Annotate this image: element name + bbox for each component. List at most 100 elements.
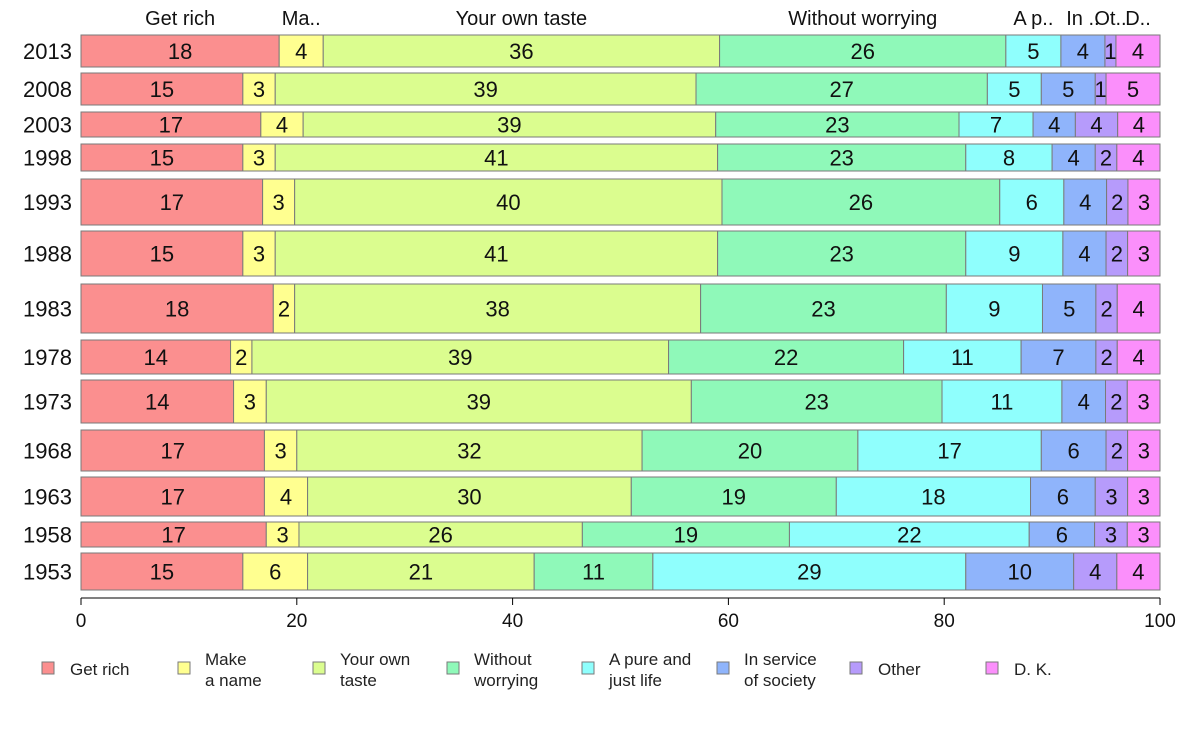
- segment-value-label: 4: [1133, 113, 1145, 138]
- bar-segment: [1041, 283, 1097, 334]
- segment-value-label: 17: [160, 190, 184, 215]
- legend-label: of society: [744, 671, 816, 690]
- bar-segment: [80, 34, 280, 68]
- segment-value-label: 4: [1089, 560, 1101, 585]
- bar-segment: [695, 72, 988, 106]
- segment-value-label: 11: [582, 560, 605, 585]
- bar-segment: [1094, 521, 1128, 548]
- segment-value-label: 5: [1063, 297, 1075, 322]
- bar-segment: [265, 521, 300, 548]
- legend-label: just life: [608, 671, 662, 690]
- bar-segment: [1117, 111, 1161, 138]
- series-top-label: In ..: [1066, 8, 1099, 30]
- bar-segment: [274, 72, 697, 106]
- x-tick-label: 60: [718, 611, 739, 632]
- segment-value-label: 3: [1138, 190, 1150, 215]
- segment-value-label: 39: [497, 113, 521, 138]
- segment-value-label: 5: [1008, 77, 1020, 102]
- legend-swatch: [446, 661, 460, 675]
- segment-value-label: 3: [253, 242, 265, 267]
- bar-segment: [1060, 34, 1106, 68]
- x-tick-label: 100: [1144, 611, 1176, 632]
- bar-segment: [1127, 178, 1161, 226]
- segment-value-label: 41: [484, 242, 508, 267]
- legend-swatch: [716, 661, 730, 675]
- segment-value-label: 6: [269, 560, 281, 585]
- legend-label: Your own: [340, 650, 410, 669]
- segment-value-label: 14: [145, 390, 169, 415]
- segment-value-label: 4: [1077, 39, 1089, 64]
- segment-value-label: 39: [473, 77, 497, 102]
- bar-segment: [1073, 552, 1118, 591]
- year-label: 1988: [23, 242, 72, 267]
- series-top-label: Ot..: [1094, 8, 1126, 30]
- year-label: 1983: [23, 297, 72, 322]
- segment-value-label: 19: [674, 523, 698, 548]
- year-label: 1978: [23, 345, 72, 370]
- bar-segment: [80, 476, 265, 517]
- year-label: 1993: [23, 190, 72, 215]
- segment-value-label: 3: [253, 77, 265, 102]
- bar-segment: [294, 283, 702, 334]
- segment-value-label: 27: [829, 77, 853, 102]
- bar-segment: [307, 476, 632, 517]
- bar-segment: [717, 143, 967, 172]
- bar-segment: [80, 552, 244, 591]
- segment-value-label: 26: [428, 523, 452, 548]
- legend: Get rich Make a name Your own taste Without wo…: [41, 650, 1052, 690]
- year-label: 2003: [23, 113, 72, 138]
- segment-value-label: 3: [274, 439, 286, 464]
- segment-value-label: 2: [278, 297, 290, 322]
- legend-label: Get rich: [70, 660, 130, 679]
- segment-value-label: 3: [1138, 523, 1150, 548]
- legend-swatch: [41, 661, 55, 675]
- x-tick-label: 80: [934, 611, 955, 632]
- legend-label: A pure and: [609, 650, 691, 669]
- bar-segment: [278, 34, 324, 68]
- segment-value-label: 4: [1048, 113, 1060, 138]
- segment-value-label: 3: [253, 146, 265, 171]
- x-tick-label: 20: [286, 611, 307, 632]
- segment-value-label: 3: [1138, 242, 1150, 267]
- year-label: 2013: [23, 39, 72, 64]
- bar-segment: [1116, 339, 1161, 375]
- segment-value-label: 4: [280, 485, 292, 510]
- series-top-label: Your own taste: [456, 8, 588, 30]
- segment-value-label: 15: [150, 560, 174, 585]
- bar-segment: [233, 379, 267, 424]
- segment-value-label: 5: [1062, 77, 1074, 102]
- bar-segment: [1127, 476, 1161, 517]
- bar-segment: [958, 111, 1034, 138]
- bar-segment: [80, 72, 244, 106]
- bar-segment: [1032, 111, 1076, 138]
- year-label: 1998: [23, 146, 72, 171]
- year-label: 1973: [23, 390, 72, 415]
- segment-value-label: 3: [1138, 390, 1150, 415]
- top-labels-group: Get rich Ma.. Your own taste Without worryi…: [145, 8, 1151, 30]
- segment-value-label: 2: [1111, 439, 1123, 464]
- segment-value-label: 4: [1132, 560, 1144, 585]
- segment-value-label: 4: [1132, 39, 1144, 64]
- bar-segment: [307, 552, 535, 591]
- segment-value-label: 4: [1133, 345, 1145, 370]
- year-label: 1963: [23, 485, 72, 510]
- segment-value-label: 18: [921, 485, 945, 510]
- bar-segment: [1115, 34, 1161, 68]
- bar-segment: [835, 476, 1032, 517]
- bar-segment: [1126, 521, 1161, 548]
- bar-segment: [788, 521, 1030, 548]
- segment-value-label: 41: [484, 146, 508, 171]
- bar-segment: [263, 429, 298, 472]
- bar-segment: [533, 552, 654, 591]
- segment-value-label: 26: [850, 39, 874, 64]
- legend-label: In service: [744, 650, 817, 669]
- segment-value-label: 7: [990, 113, 1002, 138]
- bar-segment: [1116, 552, 1161, 591]
- segment-value-label: 9: [1008, 242, 1020, 267]
- segment-value-label: 18: [165, 297, 189, 322]
- bar-segment: [80, 521, 267, 548]
- legend-swatch: [985, 661, 999, 675]
- segment-value-label: 2: [235, 345, 247, 370]
- segment-value-label: 8: [1003, 146, 1015, 171]
